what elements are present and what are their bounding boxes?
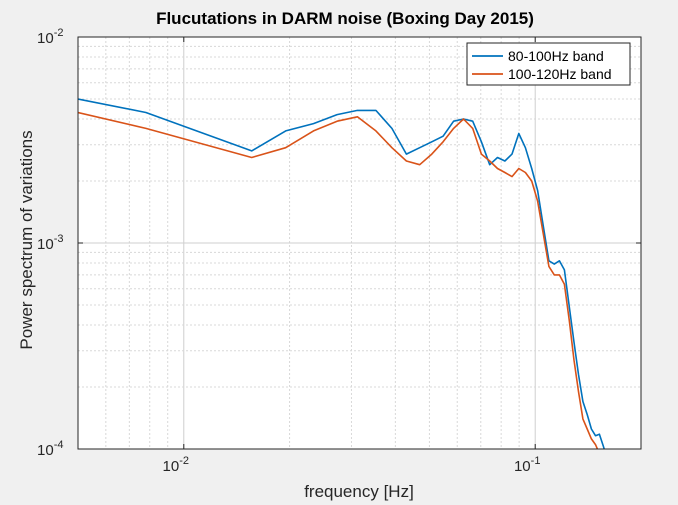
x-axis-label: frequency [Hz] <box>304 482 414 501</box>
y-tick-exponent: -3 <box>54 233 64 245</box>
y-tick-exponent: -2 <box>54 27 64 39</box>
axis-ticks: 10-2 10-110-410-310-2 <box>37 27 641 475</box>
x-tick-exponent: -1 <box>531 455 541 467</box>
y-axis-label: Power spectrum of variations <box>17 130 36 349</box>
legend: 80-100Hz band 100-120Hz band <box>466 42 631 86</box>
legend-label-1: 80-100Hz band <box>508 48 604 64</box>
legend-box <box>466 42 631 86</box>
series-line-1 <box>78 98 606 449</box>
x-tick-exponent: -2 <box>179 455 189 467</box>
chart-title: Flucutations in DARM noise (Boxing Day 2… <box>156 9 534 28</box>
series-line-2 <box>78 111 599 449</box>
y-tick-exponent: -4 <box>54 439 64 451</box>
legend-label-2: 100-120Hz band <box>508 66 612 82</box>
series-lines <box>78 98 606 449</box>
